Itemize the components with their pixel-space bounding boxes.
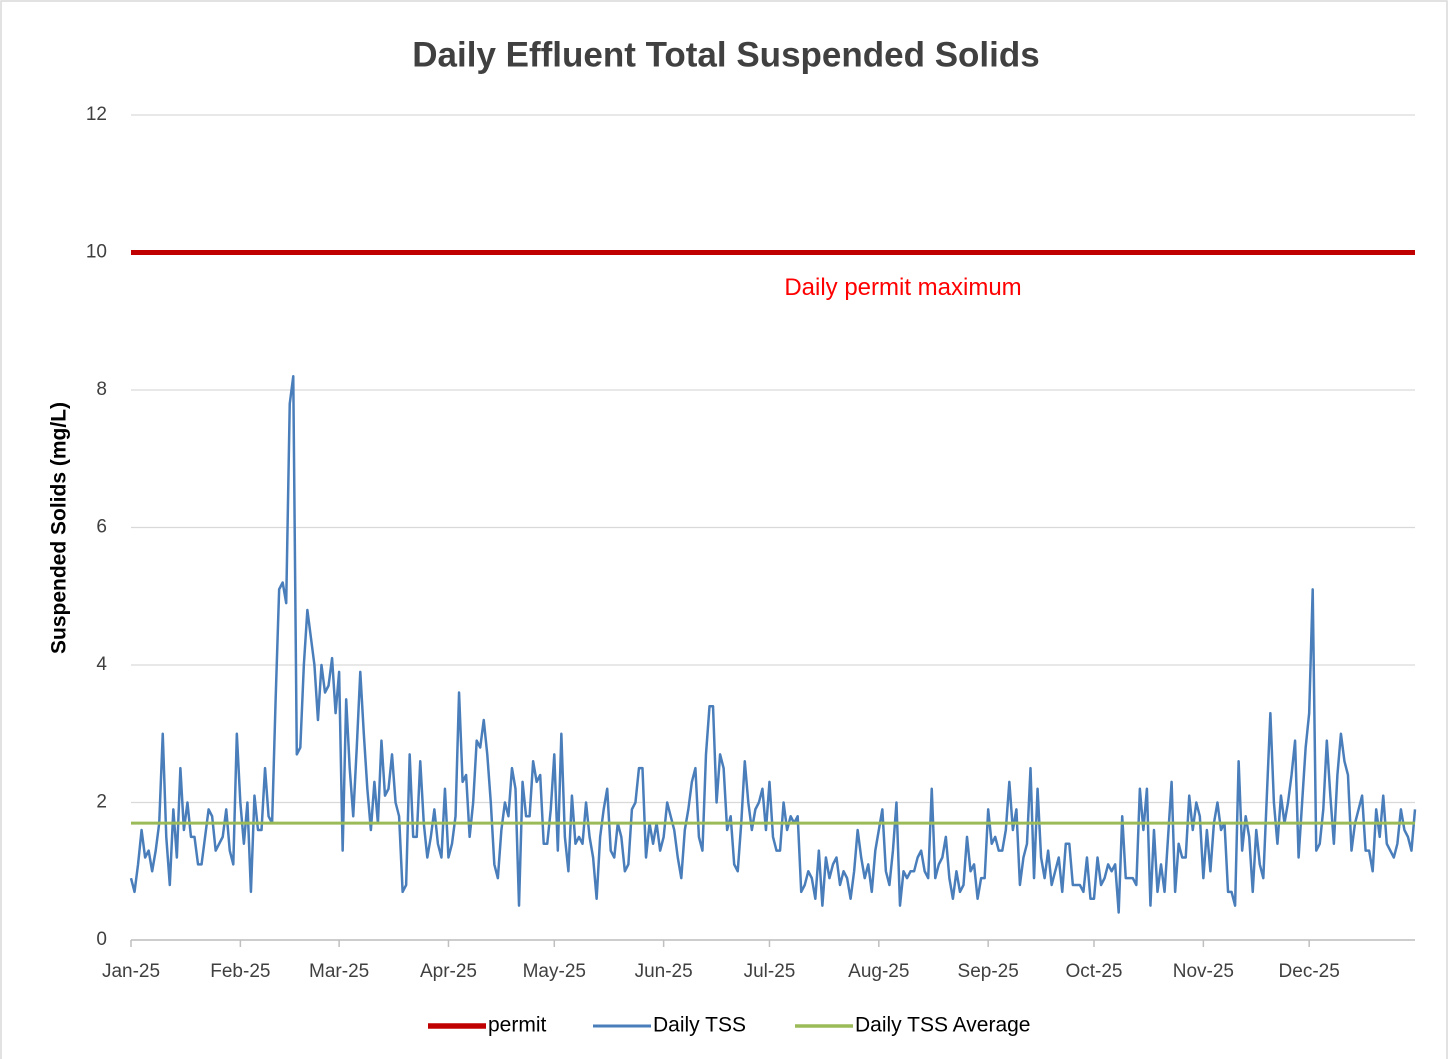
y-tick-label: 6 bbox=[96, 517, 107, 538]
y-axis-label: Suspended Solids (mg/L) bbox=[48, 402, 71, 654]
x-tick-label: Jan-25 bbox=[102, 961, 160, 982]
legend-label: Daily TSS bbox=[653, 1014, 746, 1037]
x-tick-label: Nov-25 bbox=[1173, 961, 1234, 982]
data-line bbox=[129, 375, 1417, 914]
x-tick-label: Jul-25 bbox=[744, 961, 796, 982]
y-tick-label: 8 bbox=[96, 379, 107, 400]
x-tick-label: Aug-25 bbox=[848, 961, 909, 982]
y-tick-label: 4 bbox=[96, 654, 107, 675]
y-tick-label: 12 bbox=[86, 104, 107, 125]
x-tick-label: Feb-25 bbox=[210, 961, 270, 982]
annotation: Daily permit maximum bbox=[784, 274, 1021, 301]
x-tick-label: Mar-25 bbox=[309, 961, 369, 982]
x-tick-label: Sep-25 bbox=[958, 961, 1019, 982]
chart-title: Daily Effluent Total Suspended Solids bbox=[412, 35, 1039, 74]
x-tick-label: Dec-25 bbox=[1279, 961, 1340, 982]
x-tick-label: Apr-25 bbox=[420, 961, 477, 982]
x-tick-label: Jun-25 bbox=[635, 961, 693, 982]
y-tick-label: 2 bbox=[96, 792, 107, 813]
legend-label: Daily TSS Average bbox=[855, 1014, 1031, 1037]
y-tick-label: 0 bbox=[96, 929, 107, 950]
x-tick-label: Oct-25 bbox=[1065, 961, 1122, 982]
y-tick-label: 10 bbox=[86, 242, 107, 263]
x-tick-label: May-25 bbox=[523, 961, 586, 982]
legend-label: permit bbox=[488, 1014, 547, 1037]
